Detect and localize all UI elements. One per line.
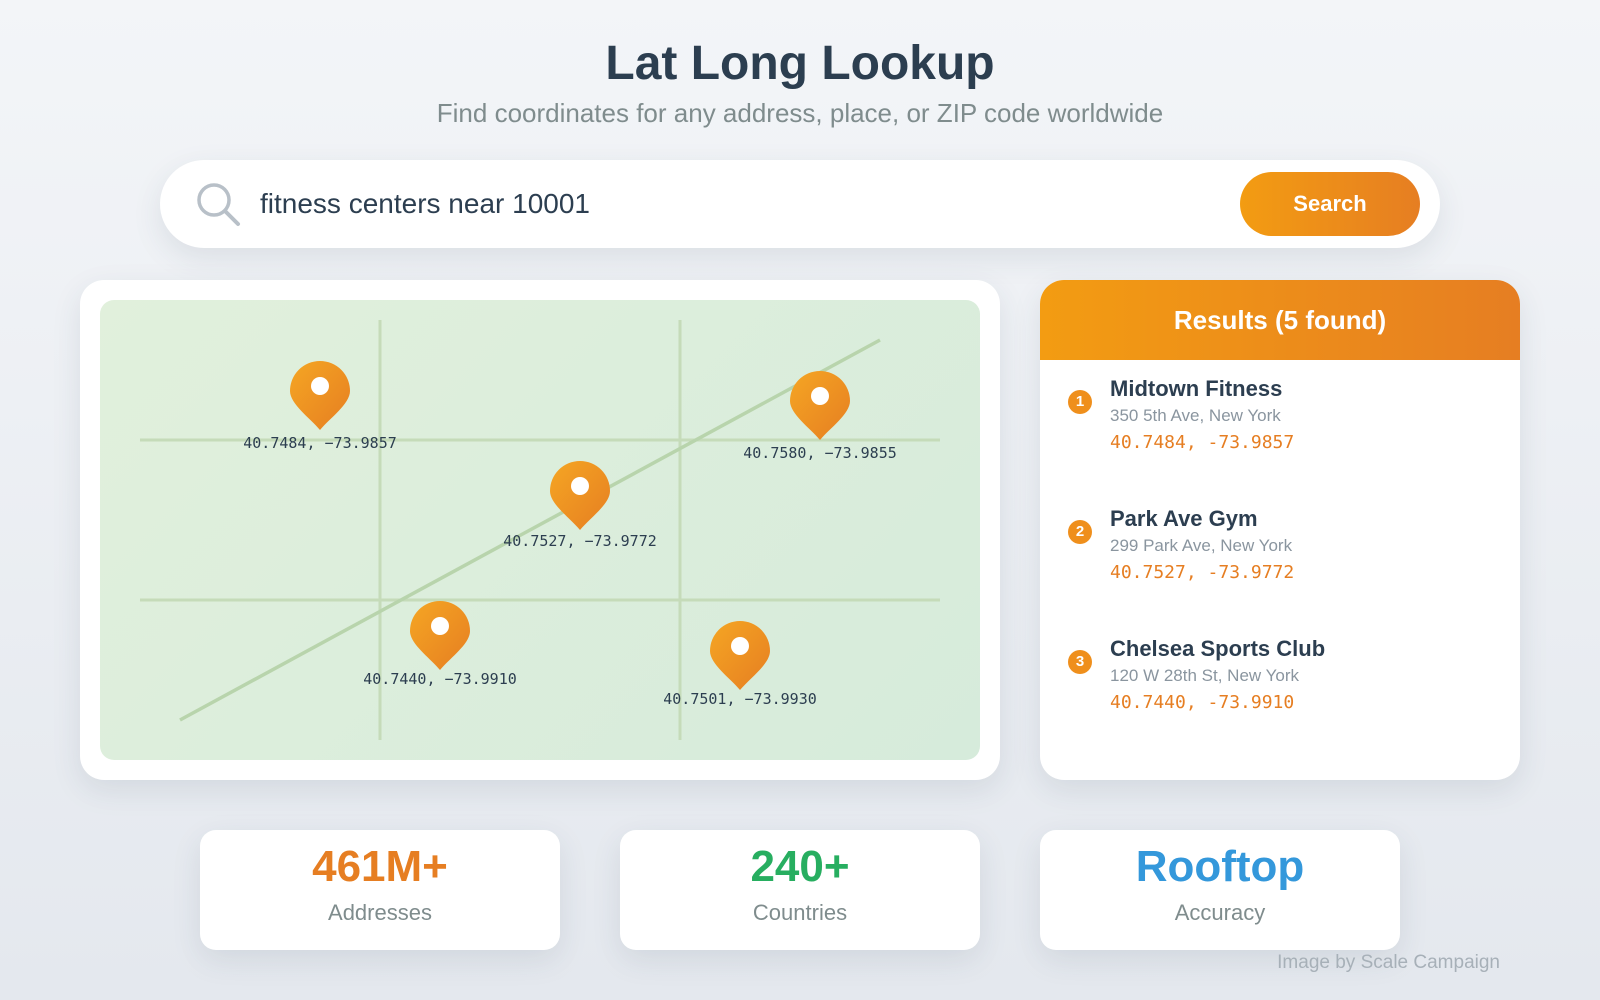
map-pin-label: 40.7440, −73.9910	[363, 670, 517, 688]
result-name: Chelsea Sports Club	[1110, 636, 1326, 661]
search-icon	[194, 180, 242, 228]
stat-value: Rooftop	[1135, 842, 1305, 891]
map-pin[interactable]	[288, 360, 352, 432]
results-header: Results (5 found)	[1040, 280, 1520, 360]
stat-card-countries: 240+ Countries	[620, 830, 980, 950]
result-number-badge: 2	[1068, 520, 1092, 544]
map-pin[interactable]	[708, 620, 772, 692]
result-address: 120 W 28th St, New York	[1110, 666, 1299, 685]
image-credit: Image by Scale Campaign	[1277, 952, 1500, 973]
stat-value: 240+	[750, 842, 850, 891]
results-panel: Results (5 found) 1 Midtown Fitness 350 …	[1040, 280, 1520, 780]
result-item[interactable]: 2 Park Ave Gym 299 Park Ave, New York 40…	[1068, 506, 1508, 606]
map-pin[interactable]	[548, 460, 612, 532]
map-card: 40.7484, −73.9857 40.7580, −73.9855 40.7…	[80, 280, 1000, 780]
stat-value: 461M+	[312, 842, 448, 891]
stat-card-addresses: 461M+ Addresses	[200, 830, 560, 950]
map-pin-label: 40.7501, −73.9930	[663, 690, 817, 708]
page-subtitle: Find coordinates for any address, place,…	[436, 98, 1164, 128]
result-name: Park Ave Gym	[1110, 506, 1258, 531]
result-coordinates: 40.7440, -73.9910	[1110, 692, 1295, 713]
stat-label: Accuracy	[1174, 900, 1266, 925]
result-item[interactable]: 3 Chelsea Sports Club 120 W 28th St, New…	[1068, 636, 1508, 736]
search-button[interactable]: Search	[1240, 172, 1420, 236]
search-input[interactable]	[260, 174, 1260, 234]
result-coordinates: 40.7484, -73.9857	[1110, 432, 1295, 453]
stat-card-accuracy: Rooftop Accuracy	[1040, 830, 1400, 950]
result-coordinates: 40.7527, -73.9772	[1110, 562, 1295, 583]
result-name: Midtown Fitness	[1110, 376, 1283, 401]
map-pin-label: 40.7527, −73.9772	[503, 532, 657, 550]
stat-label: Countries	[752, 900, 848, 925]
result-number-badge: 3	[1068, 650, 1092, 674]
result-address: 299 Park Ave, New York	[1110, 536, 1293, 555]
search-bar: Search	[160, 160, 1440, 248]
result-address: 350 5th Ave, New York	[1110, 406, 1281, 425]
map-roads	[140, 320, 940, 740]
map-pin[interactable]	[788, 370, 852, 442]
stat-label: Addresses	[328, 900, 432, 925]
map-pin[interactable]	[408, 600, 472, 672]
result-number-badge: 1	[1068, 390, 1092, 414]
map-pin-label: 40.7484, −73.9857	[243, 434, 397, 452]
map-pin-label: 40.7580, −73.9855	[743, 444, 897, 462]
result-item[interactable]: 1 Midtown Fitness 350 5th Ave, New York …	[1068, 376, 1508, 476]
map-view[interactable]: 40.7484, −73.9857 40.7580, −73.9855 40.7…	[100, 300, 980, 760]
page-title: Lat Long Lookup	[605, 37, 995, 90]
